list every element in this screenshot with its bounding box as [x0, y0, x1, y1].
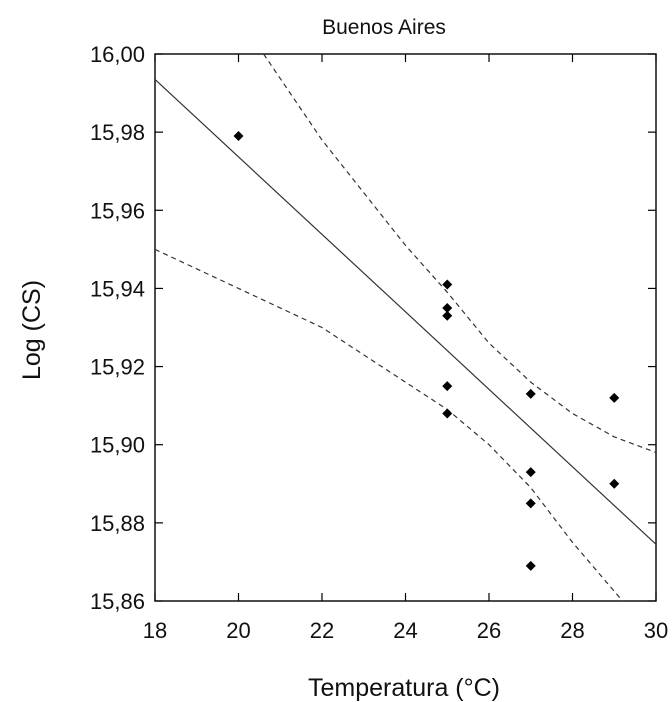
x-tick-label: 18 [143, 618, 167, 643]
data-point [442, 302, 453, 313]
x-tick-label: 30 [644, 618, 668, 643]
y-axis-ticks: 15,86 15,88 15,90 15,92 15,94 15,96 15,98 16,00 [90, 42, 656, 614]
x-tick-label: 20 [226, 618, 250, 643]
chart-title: Buenos Aires [322, 16, 446, 39]
y-tick-label: 15,94 [90, 276, 145, 301]
y-tick-label: 15,98 [90, 120, 145, 145]
x-tick-label: 22 [310, 618, 334, 643]
x-tick-label: 24 [393, 618, 417, 643]
y-tick-label: 15,88 [90, 511, 145, 536]
x-tick-label: 28 [560, 618, 584, 643]
data-point [525, 498, 536, 509]
y-tick-label: 15,96 [90, 198, 145, 223]
y-axis-title: Log (CS) [18, 280, 46, 380]
y-tick-label: 15,86 [90, 589, 145, 614]
series-lines [154, 53, 657, 602]
x-axis-title: Temperatura (°C) [308, 674, 500, 702]
y-tick-label: 15,92 [90, 355, 145, 380]
data-point [442, 381, 453, 392]
data-point [525, 560, 536, 571]
data-point [442, 279, 453, 290]
plot-border [154, 53, 657, 602]
confidence-lower-line [154, 248, 624, 602]
regression-line [154, 78, 657, 545]
data-point [609, 392, 620, 403]
x-tick-label: 26 [477, 618, 501, 643]
data-point [233, 131, 244, 142]
y-tick-label: 16,00 [90, 42, 145, 67]
data-points [233, 131, 620, 571]
plot-frame [154, 53, 657, 602]
data-point [442, 310, 453, 321]
data-point [609, 478, 620, 489]
data-point [442, 408, 453, 419]
data-point [525, 467, 536, 478]
data-point [525, 388, 536, 399]
y-tick-label: 15,90 [90, 433, 145, 458]
confidence-upper-line [263, 53, 657, 454]
x-axis-ticks: 18 20 22 24 26 28 30 [143, 54, 668, 643]
